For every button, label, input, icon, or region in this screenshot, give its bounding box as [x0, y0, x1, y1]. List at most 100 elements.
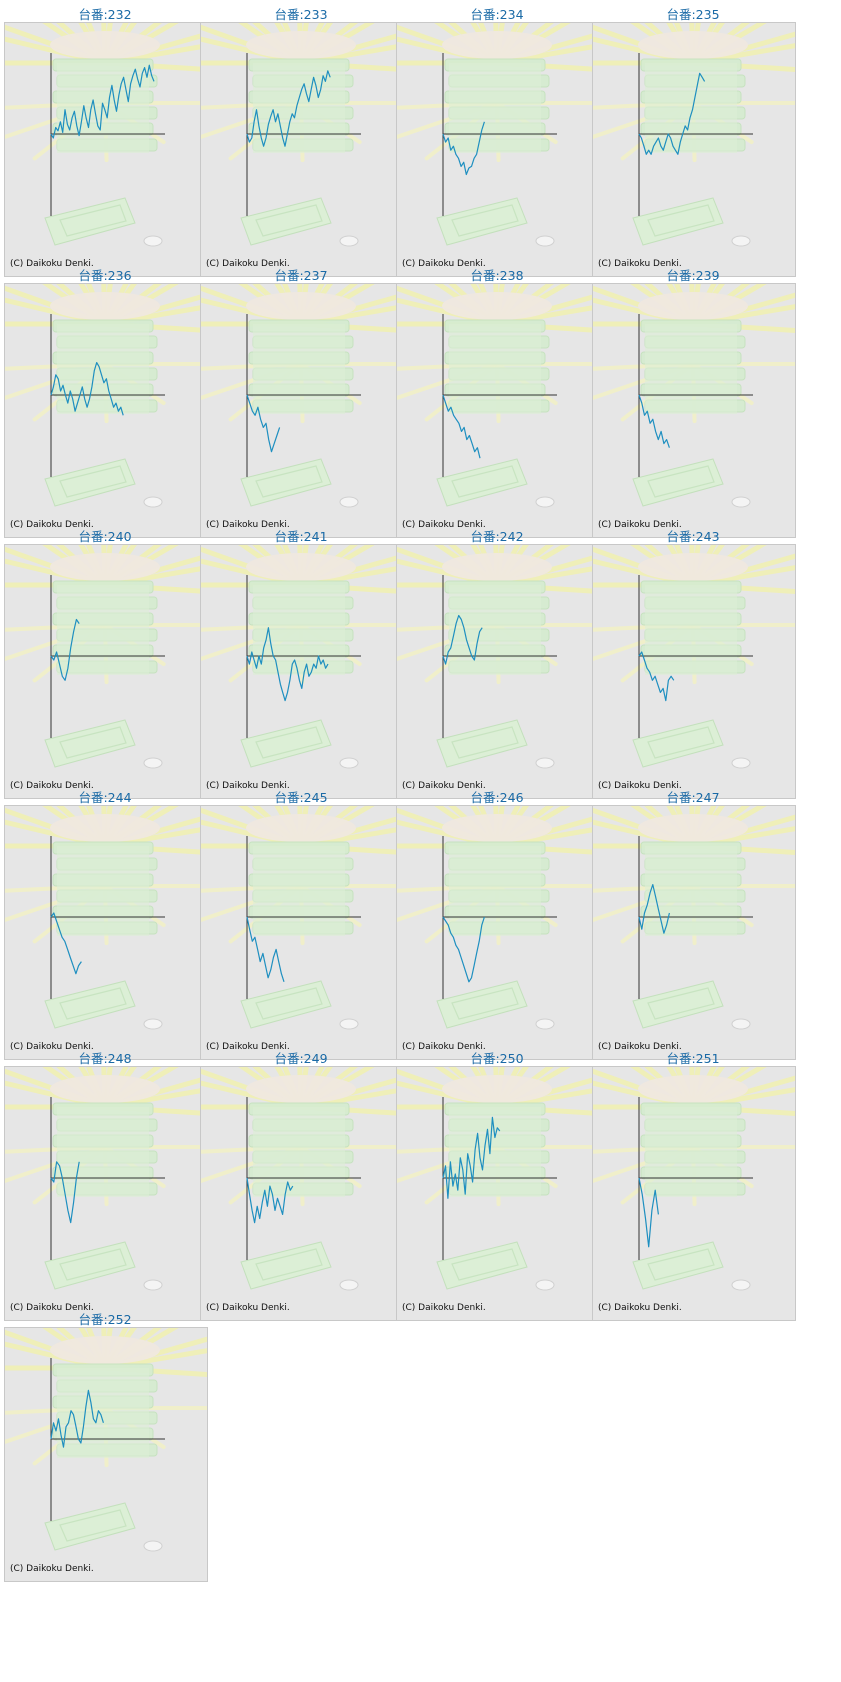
chart-title[interactable]: 台番:239	[666, 268, 720, 283]
chart-frame: (C) Daikoku Denki.	[396, 1066, 600, 1321]
chart-svg	[201, 545, 403, 769]
coin-shape	[731, 1279, 751, 1291]
coin-pile-shape	[50, 31, 160, 59]
chart-panel: 台番:239 (C) Daikoku Denki.	[590, 262, 800, 538]
series-line	[50, 912, 82, 975]
chart-title[interactable]: 台番:236	[78, 268, 132, 283]
chart-svg	[5, 284, 207, 508]
box-stack-shape	[253, 1107, 345, 1197]
copyright-text: (C) Daikoku Denki.	[402, 520, 486, 530]
coin-pile-shape	[50, 1075, 160, 1103]
chart-title[interactable]: 台番:245	[274, 790, 328, 805]
tray-shape	[240, 458, 332, 507]
chart-panel: 台番:236 (C) Daikoku Denki.	[2, 262, 212, 538]
chart-title[interactable]: 台番:248	[78, 1051, 132, 1066]
copyright-text: (C) Daikoku Denki.	[598, 1303, 682, 1313]
chart-title[interactable]: 台番:238	[470, 268, 524, 283]
series-line	[246, 627, 329, 702]
box-stack-shape	[645, 1107, 737, 1197]
coin-pile-shape	[638, 292, 748, 320]
chart-svg	[593, 1067, 795, 1291]
coin-pile-shape	[246, 553, 356, 581]
tray-shape	[647, 726, 715, 759]
chart-svg	[593, 545, 795, 769]
coin-pile-shape	[246, 31, 356, 59]
series-line	[246, 394, 281, 453]
background-artwork	[5, 23, 207, 247]
copyright-text: (C) Daikoku Denki.	[402, 781, 486, 791]
background-artwork	[593, 545, 795, 769]
box-stack-shape	[449, 324, 541, 414]
tray-shape	[44, 1502, 136, 1551]
chart-frame: (C) Daikoku Denki.	[396, 283, 600, 538]
chart-svg	[397, 284, 599, 508]
tray-shape	[240, 980, 332, 1029]
series-line	[442, 916, 485, 983]
series-line	[246, 70, 331, 147]
chart-title[interactable]: 台番:240	[78, 529, 132, 544]
chart-title[interactable]: 台番:242	[470, 529, 524, 544]
chart-svg	[5, 23, 207, 247]
chart-title[interactable]: 台番:233	[274, 7, 328, 22]
coin-shape	[535, 496, 555, 508]
tray-shape	[632, 458, 724, 507]
chart-title[interactable]: 台番:250	[470, 1051, 524, 1066]
coin-shape	[535, 235, 555, 247]
series-line	[246, 1177, 294, 1224]
chart-title[interactable]: 台番:244	[78, 790, 132, 805]
chart-title[interactable]: 台番:246	[470, 790, 524, 805]
background-artwork	[593, 23, 795, 247]
copyright-text: (C) Daikoku Denki.	[402, 1303, 486, 1313]
box-stack-shape	[645, 63, 737, 153]
chart-frame: (C) Daikoku Denki.	[4, 22, 208, 277]
chart-svg	[593, 806, 795, 1030]
chart-panel: 台番:232 (C) Daikoku Denki.	[2, 1, 212, 277]
tray-shape	[44, 458, 136, 507]
chart-svg	[397, 1067, 599, 1291]
series-line	[246, 916, 285, 982]
chart-title[interactable]: 台番:232	[78, 7, 132, 22]
coin-shape	[731, 496, 751, 508]
background-artwork	[201, 806, 403, 1030]
tray-shape	[59, 987, 127, 1020]
chart-title[interactable]: 台番:237	[274, 268, 328, 283]
chart-frame: (C) Daikoku Denki.	[592, 1066, 796, 1321]
chart-panel: 台番:234 (C) Daikoku Denki.	[394, 1, 604, 277]
tray-shape	[451, 726, 519, 759]
chart-svg	[5, 545, 207, 769]
chart-panel: 台番:246 (C) Daikoku Denki.	[394, 784, 604, 1060]
chart-title[interactable]: 台番:243	[666, 529, 720, 544]
series-line	[50, 1161, 80, 1224]
tray-shape	[59, 1248, 127, 1281]
coin-shape	[339, 757, 359, 769]
tray-shape	[59, 465, 127, 498]
series-line	[442, 121, 485, 176]
copyright-text: (C) Daikoku Denki.	[598, 781, 682, 791]
coin-pile-shape	[50, 1336, 160, 1364]
chart-title[interactable]: 台番:251	[666, 1051, 720, 1066]
chart-panel: 台番:250 (C) Daikoku Denki.	[394, 1045, 604, 1321]
chart-title[interactable]: 台番:235	[666, 7, 720, 22]
background-artwork	[593, 284, 795, 508]
coin-shape	[143, 496, 163, 508]
coin-shape	[535, 1018, 555, 1030]
chart-title[interactable]: 台番:241	[274, 529, 328, 544]
chart-title[interactable]: 台番:234	[470, 7, 524, 22]
series-line	[638, 394, 670, 448]
chart-title[interactable]: 台番:249	[274, 1051, 328, 1066]
tray-shape	[632, 719, 724, 768]
chart-panel: 台番:237 (C) Daikoku Denki.	[198, 262, 408, 538]
series-line	[50, 1389, 104, 1448]
chart-title[interactable]: 台番:252	[78, 1312, 132, 1327]
tray-shape	[632, 1241, 724, 1290]
chart-title[interactable]: 台番:247	[666, 790, 720, 805]
series-line	[442, 394, 481, 459]
coin-pile-shape	[442, 814, 552, 842]
copyright-text: (C) Daikoku Denki.	[10, 259, 94, 269]
tray-shape	[632, 197, 724, 246]
tray-shape	[647, 465, 715, 498]
chart-svg	[5, 806, 207, 1030]
copyright-text: (C) Daikoku Denki.	[598, 259, 682, 269]
tray-shape	[59, 1509, 127, 1542]
